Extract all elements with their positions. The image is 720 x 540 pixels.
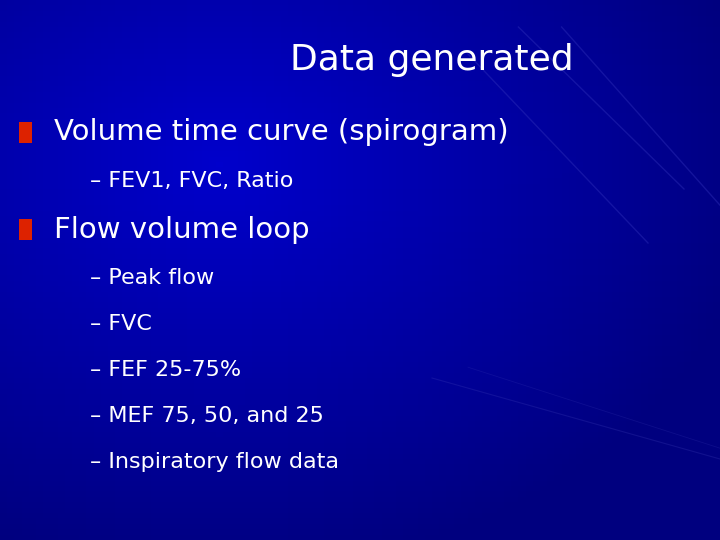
Text: – MEF 75, 50, and 25: – MEF 75, 50, and 25 (90, 406, 324, 426)
Text: Volume time curve (spirogram): Volume time curve (spirogram) (54, 118, 508, 146)
Text: Data generated: Data generated (290, 43, 574, 77)
FancyBboxPatch shape (19, 122, 32, 143)
Text: – FVC: – FVC (90, 314, 152, 334)
Text: Flow volume loop: Flow volume loop (54, 215, 310, 244)
Text: – FEV1, FVC, Ratio: – FEV1, FVC, Ratio (90, 171, 293, 191)
Text: – FEF 25-75%: – FEF 25-75% (90, 360, 241, 380)
Text: – Peak flow: – Peak flow (90, 268, 215, 288)
Text: – Inspiratory flow data: – Inspiratory flow data (90, 451, 339, 472)
FancyBboxPatch shape (19, 219, 32, 240)
